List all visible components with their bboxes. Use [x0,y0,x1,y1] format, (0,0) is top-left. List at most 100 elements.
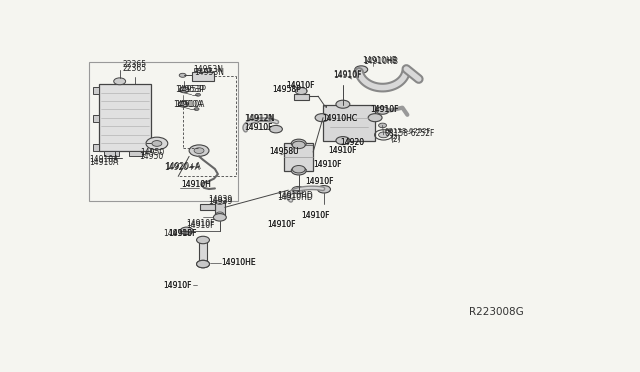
Bar [323,105,375,141]
Text: 14920+A: 14920+A [165,162,201,171]
Circle shape [213,214,227,221]
Text: 14910F: 14910F [268,220,296,229]
Circle shape [291,166,306,175]
Text: 14910HD: 14910HD [277,191,313,201]
Text: 14910HB: 14910HB [362,56,397,65]
Text: 14910F: 14910F [328,145,356,154]
Text: 14910F: 14910F [301,211,329,221]
Text: 14910A: 14910A [173,100,203,109]
Text: 14950: 14950 [141,148,164,157]
Circle shape [180,227,193,235]
Text: 14910F: 14910F [187,221,215,230]
Text: 14950: 14950 [140,152,164,161]
Bar [93,87,99,94]
Text: 14910F: 14910F [306,177,334,186]
Text: 14910HC: 14910HC [322,114,357,123]
Text: 14910F: 14910F [301,211,329,221]
Text: 14939: 14939 [208,197,232,206]
Circle shape [178,101,188,107]
Bar [99,84,151,151]
Text: 14910F: 14910F [306,177,334,186]
Text: 14958P: 14958P [273,86,301,94]
Text: 14910HE: 14910HE [221,258,256,267]
Text: 14920: 14920 [340,138,365,147]
Text: (2): (2) [390,134,400,140]
Text: 08158-6252F: 08158-6252F [384,128,431,134]
Text: 14910F: 14910F [268,220,296,229]
Text: 14910F: 14910F [328,145,356,154]
Circle shape [292,166,305,173]
Text: 14910HE: 14910HE [221,258,256,267]
Circle shape [179,73,186,77]
Circle shape [295,87,307,94]
Circle shape [336,100,350,108]
Circle shape [355,66,367,73]
Text: 14910A: 14910A [175,100,205,109]
Text: 22365: 22365 [122,64,147,73]
Circle shape [376,107,389,114]
Text: 14910F: 14910F [370,105,399,115]
Circle shape [216,212,224,217]
Bar [194,68,200,72]
Text: (2): (2) [390,135,401,144]
Text: R223008G: R223008G [469,308,524,317]
Bar [93,115,99,122]
Bar [294,94,309,100]
Text: 14920+A: 14920+A [164,163,200,172]
Text: 14953P: 14953P [177,84,205,93]
Circle shape [216,200,224,205]
Text: 14910F: 14910F [163,281,192,290]
Text: 14910A: 14910A [89,158,118,167]
Text: 22365: 22365 [122,60,147,69]
Text: 14910F: 14910F [313,160,342,169]
Circle shape [189,145,209,156]
Bar [284,144,313,171]
Text: 14958U: 14958U [269,147,299,156]
Text: 14910F: 14910F [370,105,399,115]
Circle shape [179,87,189,93]
Text: 14910H: 14910H [182,180,212,189]
Circle shape [317,186,330,193]
Circle shape [196,260,209,268]
Circle shape [196,93,200,96]
Text: 14910F: 14910F [187,219,215,228]
Bar [199,240,207,265]
Text: 14910F: 14910F [168,229,196,238]
Text: 14953N: 14953N [193,65,223,74]
Text: 14953P: 14953P [175,84,204,93]
Bar [215,202,225,215]
Bar [191,72,214,81]
Circle shape [152,141,162,146]
Text: 14912N: 14912N [244,114,275,123]
Circle shape [269,125,282,133]
Bar [129,151,143,156]
Text: 14910H: 14910H [182,180,212,189]
Circle shape [291,139,306,148]
Text: 14953N: 14953N [194,68,224,77]
Bar [104,151,118,156]
Circle shape [146,137,168,150]
Text: 14912N: 14912N [245,114,275,123]
Circle shape [368,114,382,122]
Text: 14939: 14939 [208,195,232,204]
Text: 14910F: 14910F [286,81,314,90]
Circle shape [114,78,125,85]
Text: 14910F: 14910F [168,229,196,238]
Text: 14958P: 14958P [273,86,301,94]
Text: 14910F: 14910F [163,229,192,238]
Circle shape [196,236,209,244]
Circle shape [379,123,387,128]
Text: 14910F: 14910F [163,281,192,290]
Text: 14910F: 14910F [286,81,314,90]
Text: 14910F: 14910F [333,71,362,80]
Circle shape [315,114,329,122]
Text: 14910F: 14910F [313,160,342,169]
Text: 14910HB: 14910HB [363,57,397,66]
Circle shape [379,132,388,138]
Circle shape [194,108,199,110]
Circle shape [292,141,305,149]
Text: 14910F: 14910F [244,123,273,132]
Circle shape [194,148,204,154]
Bar [200,205,215,210]
Text: 14910HD: 14910HD [277,193,313,202]
